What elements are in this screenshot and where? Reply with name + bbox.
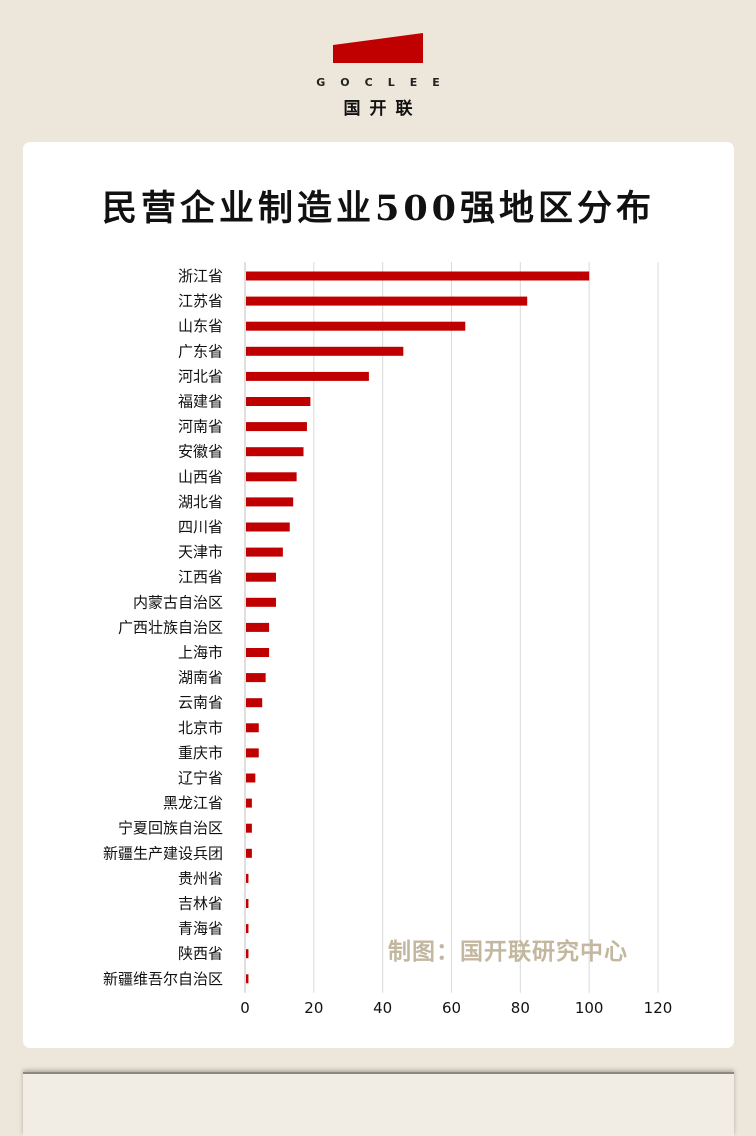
bar (246, 397, 311, 406)
x-tick-label: 0 (240, 999, 250, 1017)
x-tick-label: 80 (511, 999, 530, 1017)
category-label: 广东省 (178, 342, 223, 360)
bar (246, 497, 294, 507)
bar (246, 321, 466, 331)
bar (246, 648, 270, 657)
category-label: 内蒙古自治区 (133, 593, 223, 611)
bar (246, 798, 252, 808)
bar (246, 823, 252, 833)
bar (246, 773, 256, 783)
category-label: 浙江省 (178, 267, 223, 285)
bar (246, 271, 590, 281)
category-label: 青海省 (178, 920, 223, 938)
x-tick-label: 60 (442, 999, 461, 1017)
bar (246, 422, 307, 432)
category-label: 山西省 (178, 468, 223, 486)
bar (246, 848, 252, 858)
category-label: 吉林省 (178, 895, 223, 913)
bar (246, 296, 528, 306)
category-label: 辽宁省 (178, 769, 223, 787)
logo-mark (333, 33, 423, 63)
x-tick-label: 20 (304, 999, 323, 1017)
brand-chinese-name: 国开联 (343, 99, 422, 119)
category-label: 湖南省 (178, 669, 223, 687)
bar (246, 924, 249, 934)
category-label: 陕西省 (178, 945, 223, 963)
bar (246, 447, 304, 457)
category-label: 河南省 (178, 418, 223, 436)
bar (246, 472, 297, 482)
x-tick-label: 40 (373, 999, 392, 1017)
category-label: 重庆市 (178, 744, 223, 762)
bar (246, 748, 259, 758)
x-tick-label: 120 (644, 999, 673, 1017)
category-label: 北京市 (178, 719, 223, 737)
bar (246, 346, 404, 356)
category-label: 宁夏回族自治区 (118, 819, 223, 837)
chart-title: 民营企业制造业500强地区分布 (101, 188, 656, 229)
bar (246, 673, 266, 683)
category-label: 湖北省 (178, 493, 223, 511)
category-label: 福建省 (178, 393, 223, 411)
bar (246, 698, 263, 708)
bar (246, 622, 270, 632)
category-label: 新疆生产建设兵团 (103, 844, 223, 862)
bar (246, 597, 276, 607)
category-label: 云南省 (178, 694, 223, 712)
x-tick-label: 100 (575, 999, 604, 1017)
brand-latin-name: GOCLEE (316, 76, 455, 89)
category-label: 黑龙江省 (163, 794, 223, 812)
category-label: 四川省 (178, 518, 223, 536)
category-label: 上海市 (178, 644, 223, 662)
bar-chart: 0 20 40 60 80 100 120 浙江省江苏省山东省广东省河北省福建省河南省安徽省山… (103, 262, 673, 1017)
bar (246, 899, 249, 908)
bar (246, 723, 259, 733)
category-label: 安徽省 (178, 443, 223, 461)
bar (246, 547, 283, 557)
bottom-panel (23, 1072, 734, 1136)
bar (246, 572, 276, 582)
chart-card: 民营企业制造业500强地区分布 0 20 40 60 80 100 120 浙江省江苏省山东省… (23, 142, 734, 1048)
bar (246, 873, 249, 883)
category-label: 贵州省 (178, 869, 223, 887)
bar (246, 371, 369, 381)
category-label: 河北省 (178, 367, 223, 385)
category-label: 天津市 (178, 543, 223, 561)
category-label: 江苏省 (178, 292, 223, 310)
category-label: 山东省 (178, 317, 223, 335)
bar (246, 974, 249, 984)
bar (246, 522, 290, 532)
watermark-credit: 制图：国开联研究中心 (388, 939, 628, 965)
bar (246, 949, 249, 959)
category-label: 江西省 (178, 568, 223, 586)
category-label: 广西壮族自治区 (118, 618, 223, 636)
category-label: 新疆维吾尔自治区 (103, 970, 223, 988)
